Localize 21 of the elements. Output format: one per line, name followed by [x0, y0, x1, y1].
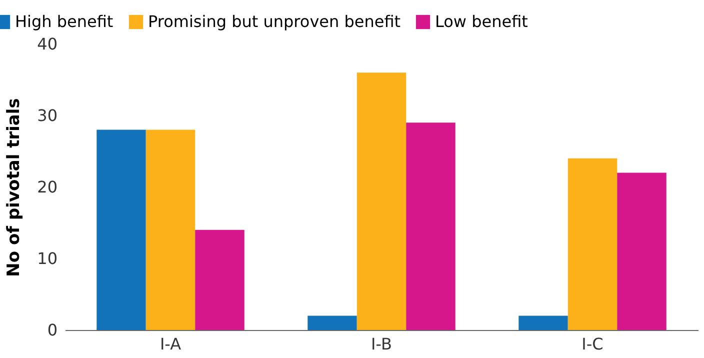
bar [96, 130, 146, 330]
bar [356, 72, 406, 330]
bar [568, 158, 618, 330]
bar [617, 172, 666, 330]
y-tick-label: 30 [37, 106, 58, 125]
legend-label: High benefit [15, 12, 114, 31]
bar [406, 122, 456, 330]
bar [146, 130, 196, 330]
y-tick-label: 10 [37, 249, 58, 268]
bar [308, 316, 357, 330]
y-tick-label: 40 [37, 34, 58, 54]
bar [518, 316, 568, 330]
bar [195, 230, 244, 330]
y-axis-title: No of pivotal trials [4, 98, 24, 277]
x-tick-label: I-A [160, 334, 182, 354]
legend-label: Low benefit [435, 12, 528, 31]
y-tick-label: 20 [37, 178, 58, 196]
y-tick-label: 0 [47, 320, 58, 340]
legend-label: Promising but unproven benefit [148, 12, 401, 31]
x-tick-label: I-C [582, 334, 604, 354]
x-tick-label: I-B [371, 334, 392, 354]
